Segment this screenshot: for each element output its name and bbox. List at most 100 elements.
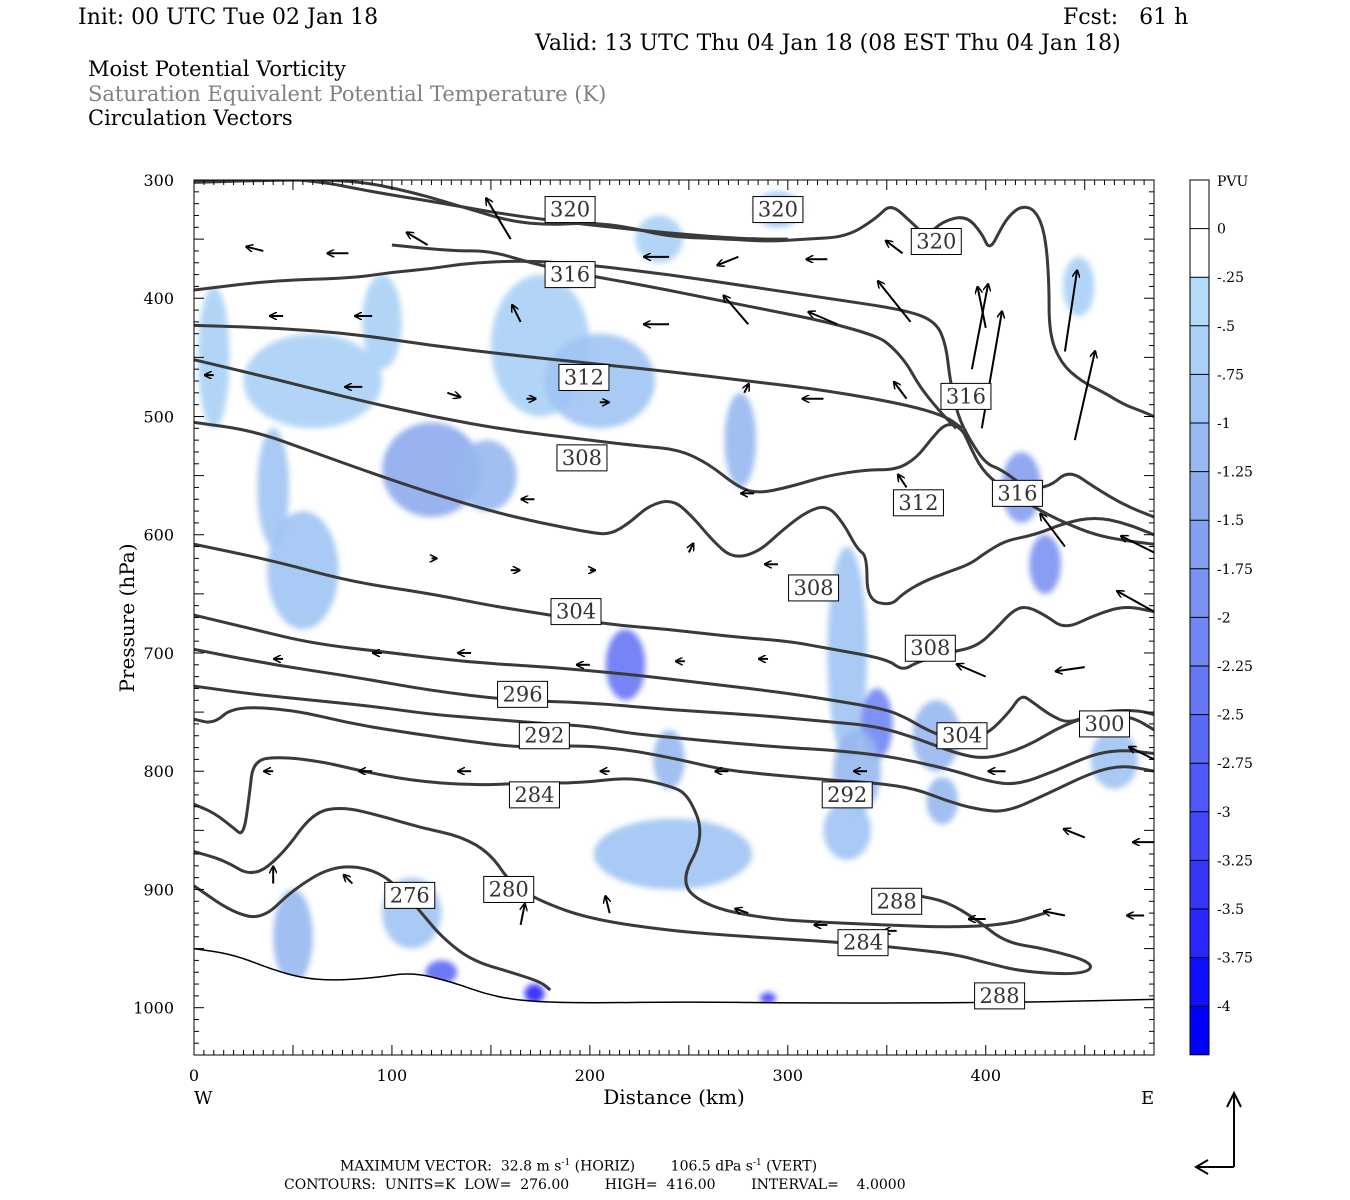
colorbar-label: -2 [1217, 610, 1231, 626]
contour-300 [194, 647, 1154, 759]
colorbar: 0 -.25 -.5 -.75 -1 -1.25 -1.5 -1.75 -2 -2.25 -2.5 -… [1189, 179, 1253, 1056]
y-tick-label: 1000 [133, 999, 174, 1018]
contour-320 [391, 243, 958, 430]
colorbar-swatch [1190, 860, 1209, 909]
colorbar-label: -.25 [1217, 270, 1244, 286]
contour-label-box [544, 261, 596, 289]
circulation-vector [487, 199, 512, 240]
contour-label: 296 [503, 682, 543, 706]
pv-region-11 [724, 392, 757, 488]
circulation-vector [809, 312, 838, 326]
pv-region-21 [653, 729, 685, 789]
circulation-vector [879, 282, 912, 323]
x-tick-label: 400 [970, 1066, 1001, 1085]
contour-label: 304 [556, 600, 596, 624]
colorbar-unit: PVU [1217, 174, 1249, 190]
colorbar-swatch [1190, 277, 1209, 326]
colorbar-swatch [1190, 520, 1209, 569]
circulation-vector [980, 312, 1002, 429]
contour-label-box [518, 722, 570, 750]
y-tick-label: 500 [143, 407, 174, 426]
east-label: E [1141, 1088, 1154, 1109]
contour-label: 308 [793, 576, 833, 600]
contour-label: 304 [942, 724, 982, 748]
colorbar-label: -.75 [1217, 367, 1244, 383]
contour-308 [194, 542, 1154, 670]
pv-region-27 [760, 992, 776, 1005]
circulation-vector [1065, 829, 1086, 839]
contour-label-box [991, 479, 1043, 507]
max-vector-note: MAXIMUM VECTOR: 32.8 m s-1 (HORIZ) 106.5… [340, 1158, 818, 1175]
contour-292 [194, 706, 1154, 813]
contour-label: 292 [827, 783, 867, 807]
colorbar-swatch [1190, 811, 1209, 861]
circulation-vector [447, 393, 459, 397]
pv-region-18 [1029, 534, 1061, 594]
colorbar-label: -3.5 [1217, 902, 1244, 918]
colorbar-swatch [1190, 1006, 1209, 1055]
pv-region-22 [823, 800, 871, 860]
colorbar-label: -1.25 [1217, 465, 1253, 481]
contour-labels: 320 320 320 316 312 308 316 316 312 308 304 308 296 2… [384, 196, 1131, 1010]
contour-label: 308 [562, 446, 602, 470]
colorbar-swatch [1190, 617, 1209, 666]
pv-region-23 [273, 889, 313, 985]
pv-region-26 [524, 984, 545, 1003]
colorbar-label: -4 [1217, 999, 1231, 1015]
contour-label-box [483, 875, 535, 903]
west-label: W [194, 1088, 213, 1109]
pv-region-6 [457, 440, 517, 512]
field-pv-title: Moist Potential Vorticity [88, 57, 346, 81]
contour-label-box [940, 382, 992, 410]
pv-region-10 [635, 215, 683, 263]
circulation-vector [736, 909, 749, 913]
contour-label-box [910, 227, 962, 255]
circulation-vector [689, 544, 693, 553]
contour-label-box [904, 634, 956, 662]
contour-304 [194, 613, 1154, 742]
colorbar-swatch [1190, 471, 1209, 521]
circulation-vector [744, 385, 748, 394]
contour-info: CONTOURS: UNITS=K LOW= 276.00 HIGH= 416.… [284, 1177, 906, 1193]
circulation-vector [978, 288, 987, 329]
circulation-vector [1118, 592, 1154, 613]
x-tick-label: 300 [773, 1066, 804, 1085]
colorbar-label: -2.75 [1217, 756, 1253, 772]
colorbar-label: -2.5 [1217, 708, 1244, 724]
contour-316 [194, 323, 963, 430]
colorbar-swatch [1190, 423, 1209, 472]
colorbar-label: -3.25 [1217, 853, 1253, 869]
colorbar-swatch [1190, 957, 1209, 1007]
y-tick-label: 900 [143, 880, 174, 899]
colorbar-swatch [1190, 228, 1209, 278]
y-tick-label: 600 [143, 526, 174, 545]
circulation-vector [1122, 536, 1154, 554]
y-tick-label: 700 [143, 644, 174, 663]
pv-region-5 [382, 422, 482, 517]
circulation-vector [895, 383, 908, 400]
colorbar-label: -3 [1217, 805, 1231, 821]
contour-label-box [550, 598, 602, 626]
contour-label-box [974, 982, 1026, 1010]
x-tick-label: 0 [189, 1066, 199, 1085]
contour-label: 300 [1084, 712, 1124, 736]
contour-label: 288 [980, 984, 1020, 1008]
x-axis-title: Distance (km) [603, 1085, 745, 1109]
contour-label: 292 [524, 724, 564, 748]
contour-280 [194, 865, 552, 992]
contour-276 [194, 947, 1154, 1004]
valid-time: Valid: 13 UTC Thu 04 Jan 18 (08 EST Thu … [535, 31, 1121, 56]
reference-vector-icon [1194, 1090, 1242, 1175]
contour-label-box [936, 722, 988, 750]
circulation-vector [1057, 666, 1085, 671]
contour-label-box [1079, 710, 1131, 738]
circulation-vector [1130, 747, 1154, 761]
contour-label: 312 [898, 491, 938, 515]
circulation-vector [718, 255, 739, 265]
colorbar-swatch [1190, 568, 1209, 618]
pv-region-9 [605, 629, 646, 701]
contour-label: 280 [489, 877, 529, 901]
contour-label-box [788, 574, 840, 602]
contour-label-box [892, 489, 944, 517]
